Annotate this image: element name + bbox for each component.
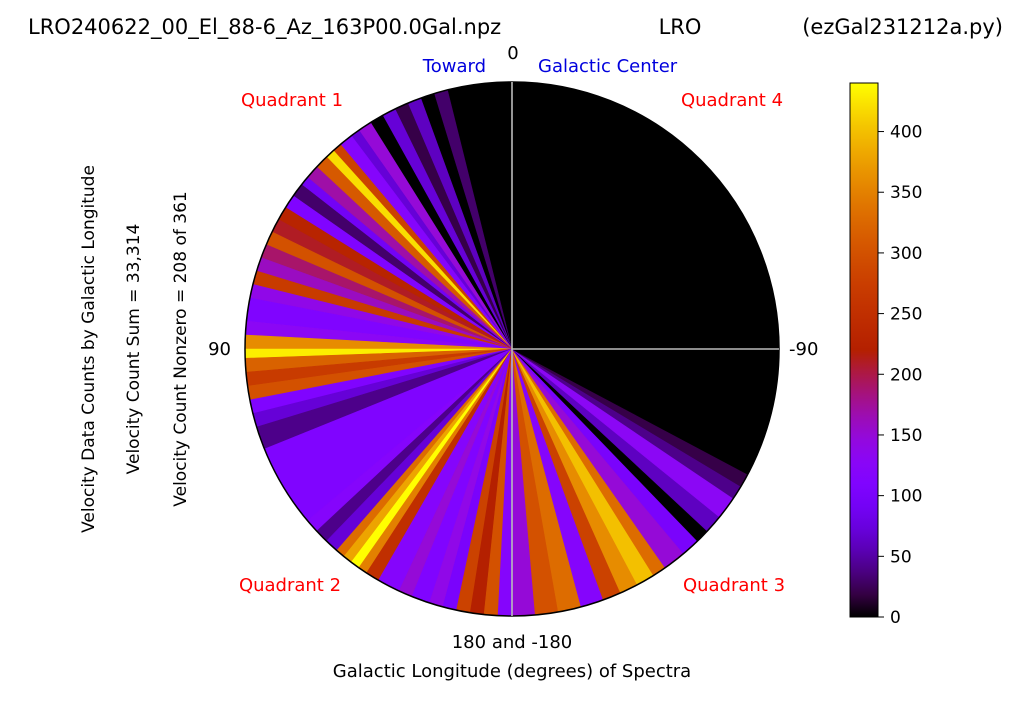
- colorbar-tick-label-6: 300: [890, 244, 922, 264]
- galactic-center-label: Galactic Center: [538, 56, 678, 77]
- quadrant-1-label: Quadrant 1: [241, 90, 343, 111]
- header-script: (ezGal231212a.py): [802, 15, 1003, 39]
- quadrant-4-label: Quadrant 4: [681, 90, 783, 111]
- ylabel-line-1: Velocity Data Counts by Galactic Longitu…: [79, 165, 99, 533]
- colorbar-tick-label-1: 50: [890, 547, 912, 567]
- header-filename: LRO240622_00_El_88-6_Az_163P00.0Gal.npz: [28, 15, 501, 40]
- colorbar-tick-label-2: 100: [890, 487, 922, 507]
- angle-label-0: 0: [507, 43, 518, 64]
- header-station: LRO: [659, 15, 702, 39]
- colorbar-tick-label-5: 250: [890, 305, 922, 325]
- colorbar: [849, 82, 879, 618]
- angle-label-90: 90: [208, 339, 231, 360]
- ylabel-line-3: Velocity Count Nonzero = 208 of 361: [171, 191, 191, 506]
- colorbar-tick-label-0: 0: [890, 608, 901, 628]
- angle-label-minus-90: -90: [789, 339, 818, 360]
- colorbar-tick-label-4: 200: [890, 365, 922, 385]
- colorbar-tick-label-7: 350: [890, 183, 922, 203]
- colorbar-ticks: 0 50 100 150 200 250 300 350 400: [878, 123, 922, 628]
- quadrant-2-label: Quadrant 2: [239, 575, 341, 596]
- toward-label: Toward: [422, 56, 486, 77]
- colorbar-tick-label-3: 150: [890, 426, 922, 446]
- colorbar-tick-label-8: 400: [890, 123, 922, 143]
- wedge-16: [511, 81, 780, 350]
- quadrant-3-label: Quadrant 3: [683, 575, 785, 596]
- angle-label-180: 180 and -180: [452, 632, 573, 653]
- ylabel-line-2: Velocity Count Sum = 33,314: [124, 224, 144, 475]
- x-axis-label: Galactic Longitude (degrees) of Spectra: [333, 661, 691, 682]
